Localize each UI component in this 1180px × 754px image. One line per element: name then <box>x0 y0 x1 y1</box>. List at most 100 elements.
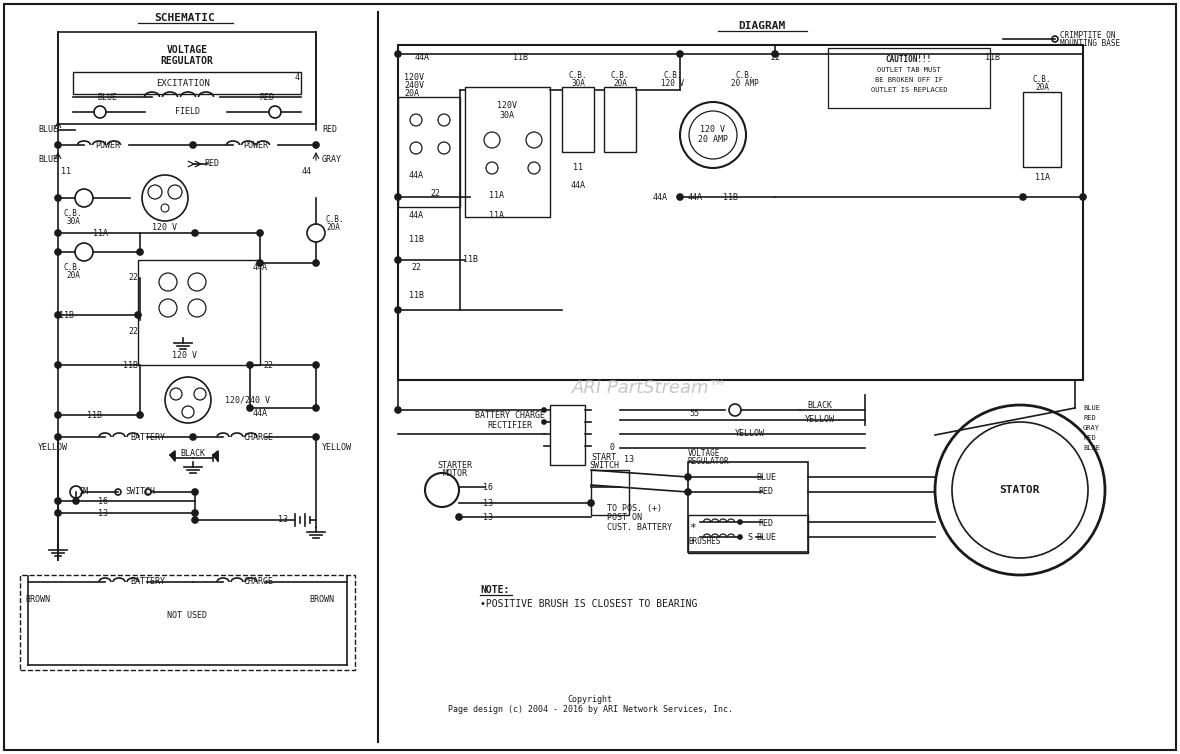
Text: C.B.: C.B. <box>326 216 345 225</box>
Text: 22: 22 <box>411 263 421 272</box>
Text: 22: 22 <box>771 53 780 62</box>
Circle shape <box>313 434 319 440</box>
Circle shape <box>772 51 778 57</box>
Circle shape <box>542 420 546 424</box>
Circle shape <box>55 412 61 418</box>
Text: 30A: 30A <box>66 217 80 226</box>
Text: 11B: 11B <box>722 192 738 201</box>
Text: CRIMPTITE ON: CRIMPTITE ON <box>1060 30 1115 39</box>
Text: 120V: 120V <box>404 72 424 81</box>
Text: REGULATOR: REGULATOR <box>688 458 729 467</box>
Text: 11B: 11B <box>463 256 478 265</box>
Text: C.B.: C.B. <box>1032 75 1051 84</box>
Circle shape <box>135 312 140 318</box>
Circle shape <box>55 510 61 516</box>
Text: 16: 16 <box>98 496 109 505</box>
Text: -: - <box>689 535 696 545</box>
Bar <box>465 87 550 217</box>
Circle shape <box>686 474 691 480</box>
Text: 120V: 120V <box>497 100 517 109</box>
Text: BATTERY: BATTERY <box>131 433 165 442</box>
Circle shape <box>1020 194 1025 200</box>
Text: GRAY: GRAY <box>1083 425 1100 431</box>
Text: 20A: 20A <box>404 88 419 97</box>
Text: 11B: 11B <box>59 311 73 320</box>
Text: BLUE: BLUE <box>1083 405 1100 411</box>
Bar <box>20 575 355 670</box>
Text: BLUE: BLUE <box>756 532 776 541</box>
Text: CAUTION!!!: CAUTION!!! <box>886 56 932 65</box>
Bar <box>138 260 260 365</box>
Text: 16: 16 <box>483 483 493 492</box>
Bar <box>591 470 629 515</box>
Text: RED: RED <box>1083 435 1096 441</box>
Text: S: S <box>747 532 753 541</box>
Text: BLUE: BLUE <box>38 155 58 164</box>
Text: 44A: 44A <box>408 210 424 219</box>
Bar <box>604 87 636 152</box>
Circle shape <box>677 51 683 57</box>
Text: CUST. BATTERY: CUST. BATTERY <box>607 523 671 532</box>
Text: BRUSHES: BRUSHES <box>688 538 720 547</box>
Text: 11B: 11B <box>512 53 527 62</box>
Text: TO POS. (+): TO POS. (+) <box>607 504 662 513</box>
Text: RED: RED <box>759 519 774 528</box>
Bar <box>1023 92 1061 167</box>
Circle shape <box>738 535 742 539</box>
Text: 20A: 20A <box>326 223 340 232</box>
Circle shape <box>137 412 143 418</box>
Text: 20A: 20A <box>66 271 80 280</box>
Text: 120 V: 120 V <box>662 78 684 87</box>
Bar <box>398 97 460 207</box>
Circle shape <box>192 517 198 523</box>
Text: BLUE: BLUE <box>1083 445 1100 451</box>
Text: YELLOW: YELLOW <box>38 443 68 452</box>
Text: 13: 13 <box>278 516 288 525</box>
Bar <box>688 515 808 553</box>
Bar <box>73 72 301 94</box>
Text: 30A: 30A <box>571 78 585 87</box>
Text: MOTOR: MOTOR <box>442 470 467 479</box>
Circle shape <box>588 500 594 506</box>
Polygon shape <box>214 451 218 461</box>
Text: MOUNTING BASE: MOUNTING BASE <box>1060 38 1120 48</box>
Text: 11: 11 <box>61 167 71 176</box>
Text: 20 AMP: 20 AMP <box>699 136 728 145</box>
Circle shape <box>395 407 401 413</box>
Text: NOT USED: NOT USED <box>168 611 206 620</box>
Circle shape <box>192 230 198 236</box>
Text: 4: 4 <box>295 72 300 81</box>
Text: POWER: POWER <box>96 140 120 149</box>
Text: 44: 44 <box>302 167 312 176</box>
Circle shape <box>247 362 253 368</box>
Text: 11B: 11B <box>408 235 424 244</box>
Text: Page design (c) 2004 - 2016 by ARI Network Services, Inc.: Page design (c) 2004 - 2016 by ARI Netwo… <box>447 706 733 715</box>
Text: 44A: 44A <box>253 263 268 272</box>
Text: 30A: 30A <box>499 111 514 119</box>
Text: 13: 13 <box>624 455 634 464</box>
Text: 11A: 11A <box>92 228 107 238</box>
Polygon shape <box>170 451 175 461</box>
Text: Copyright: Copyright <box>568 695 612 704</box>
Text: STATOR: STATOR <box>999 485 1041 495</box>
Text: SM: SM <box>78 488 88 496</box>
Text: 11A: 11A <box>490 210 505 219</box>
Text: 44A: 44A <box>688 192 702 201</box>
Text: RED: RED <box>759 488 774 496</box>
Text: BLACK: BLACK <box>181 449 205 458</box>
Text: 11A: 11A <box>1035 173 1049 182</box>
Bar <box>398 45 1083 380</box>
Text: 11B: 11B <box>123 360 138 369</box>
Text: DIAGRAM: DIAGRAM <box>739 21 786 31</box>
Text: BATTERY CHARGE: BATTERY CHARGE <box>476 412 545 421</box>
Text: •POSITIVE BRUSH IS CLOSEST TO BEARING: •POSITIVE BRUSH IS CLOSEST TO BEARING <box>480 599 697 609</box>
Text: 11B: 11B <box>985 53 1001 62</box>
Text: EXCITATION: EXCITATION <box>156 78 210 87</box>
Circle shape <box>192 489 198 495</box>
Text: 11: 11 <box>573 163 583 171</box>
Text: SCHEMATIC: SCHEMATIC <box>155 13 216 23</box>
Circle shape <box>190 434 196 440</box>
Text: POWER: POWER <box>243 140 269 149</box>
Circle shape <box>542 408 546 412</box>
Text: C.B.: C.B. <box>611 71 629 79</box>
